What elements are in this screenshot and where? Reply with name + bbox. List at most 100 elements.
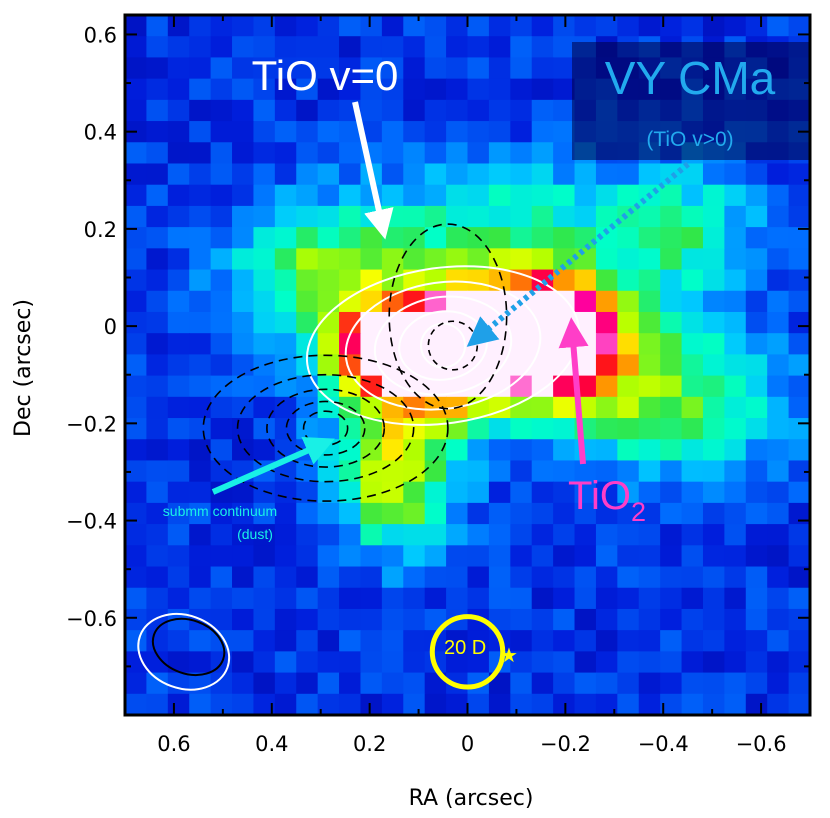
heatmap-cell	[531, 248, 554, 271]
heatmap-cell	[574, 269, 597, 292]
heatmap-cell	[702, 481, 725, 504]
heatmap-cell	[403, 99, 426, 122]
heatmap-cell	[125, 36, 148, 59]
heatmap-cell	[660, 524, 683, 546]
heatmap-cell	[232, 481, 255, 504]
heatmap-cell	[617, 205, 640, 228]
heatmap-cell	[146, 396, 169, 419]
heatmap-cell	[403, 227, 426, 249]
heatmap-cell	[167, 311, 190, 334]
heatmap-cell	[767, 396, 790, 419]
heatmap-cell	[317, 290, 340, 313]
heatmap-cell	[274, 418, 297, 440]
heatmap-cell	[467, 248, 490, 271]
heatmap-cell	[189, 502, 212, 525]
heatmap-cell	[125, 630, 148, 652]
heatmap-cell	[253, 630, 276, 652]
heatmap-cell	[232, 36, 255, 59]
heatmap-cell	[531, 205, 554, 228]
heatmap-cell	[167, 163, 190, 186]
y-tick-label: 0.2	[84, 218, 117, 242]
heatmap-cell	[274, 184, 297, 207]
heatmap-cell	[745, 502, 768, 525]
heatmap-cell	[381, 396, 404, 419]
heatmap-cell	[488, 290, 511, 313]
heatmap-cell	[446, 15, 469, 37]
heatmap-cell	[745, 396, 768, 419]
heatmap-cell	[574, 502, 597, 525]
heatmap-cell	[660, 672, 683, 695]
heatmap-cell	[660, 630, 683, 652]
heatmap-cell	[553, 15, 576, 37]
heatmap-cell	[681, 15, 704, 37]
heatmap-cell	[253, 311, 276, 334]
heatmap-cell	[189, 460, 212, 483]
heatmap-cell	[274, 566, 297, 589]
heatmap-cell	[381, 15, 404, 37]
heatmap-cell	[638, 545, 661, 568]
heatmap-cell	[660, 15, 683, 37]
heatmap-cell	[681, 290, 704, 313]
heatmap-cell	[274, 460, 297, 483]
heatmap-cell	[167, 502, 190, 525]
heatmap-cell	[317, 566, 340, 589]
heatmap-cell	[531, 566, 554, 589]
heatmap-cell	[339, 269, 362, 292]
heatmap-cell	[360, 566, 383, 589]
heatmap-cell	[253, 396, 276, 419]
heatmap-cell	[745, 227, 768, 249]
heatmap-cell	[167, 57, 190, 80]
heatmap-cell	[767, 481, 790, 504]
heatmap-cell	[638, 418, 661, 440]
heatmap-cell	[638, 566, 661, 589]
x-axis-label: RA (arcsec)	[409, 786, 534, 811]
heatmap-cell	[467, 205, 490, 228]
heatmap-cell	[125, 375, 148, 398]
heatmap-cell	[767, 672, 790, 695]
heatmap-cell	[510, 142, 533, 165]
heatmap-cell	[467, 78, 490, 101]
heatmap-cell	[125, 418, 148, 440]
heatmap-cell	[232, 608, 255, 631]
heatmap-cell	[788, 396, 810, 419]
heatmap-cell	[210, 439, 233, 462]
heatmap-cell	[638, 439, 661, 462]
heatmap-cell	[210, 227, 233, 249]
heatmap-cell	[724, 205, 747, 228]
heatmap-cell	[125, 524, 148, 546]
heatmap-cell	[274, 396, 297, 419]
heatmap-cell	[595, 630, 618, 652]
heatmap-cell	[146, 524, 169, 546]
heatmap-cell	[745, 693, 768, 715]
heatmap-cell	[446, 566, 469, 589]
x-tick-label: −0.2	[540, 732, 591, 756]
heatmap-cell	[531, 184, 554, 207]
heatmap-cell	[424, 375, 447, 398]
heatmap-cell	[788, 15, 810, 37]
heatmap-cell	[125, 396, 148, 419]
heatmap-cell	[681, 524, 704, 546]
heatmap-cell	[467, 163, 490, 186]
heatmap-cell	[510, 587, 533, 610]
heatmap-cell	[232, 566, 255, 589]
heatmap-cell	[446, 78, 469, 101]
heatmap-cell	[595, 15, 618, 37]
heatmap-cell	[403, 608, 426, 631]
heatmap-cell	[595, 311, 618, 334]
heatmap-cell	[232, 248, 255, 271]
heatmap-cell	[574, 248, 597, 271]
heatmap-cell	[553, 502, 576, 525]
heatmap-cell	[146, 672, 169, 695]
object-name: VY CMa	[605, 52, 776, 104]
heatmap-cell	[531, 142, 554, 165]
heatmap-cell	[167, 184, 190, 207]
heatmap-cell	[702, 184, 725, 207]
heatmap-cell	[317, 121, 340, 143]
heatmap-cell	[210, 57, 233, 80]
heatmap-cell	[531, 333, 554, 355]
heatmap-cell	[681, 418, 704, 440]
heatmap-cell	[317, 460, 340, 483]
heatmap-cell	[617, 354, 640, 377]
heatmap-cell	[446, 184, 469, 207]
heatmap-cell	[232, 587, 255, 610]
